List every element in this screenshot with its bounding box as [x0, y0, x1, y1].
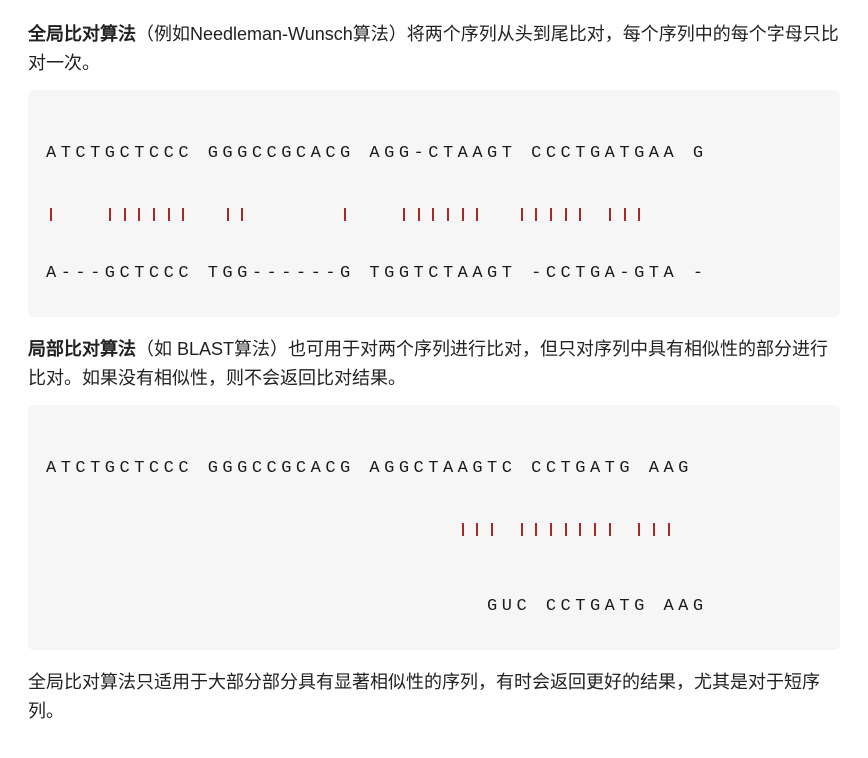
global-match-ticks [46, 208, 822, 222]
match-tick [182, 208, 184, 221]
local-desc-rest: （如 BLAST算法）也可用于对两个序列进行比对，但只对序列中具有相似性的部分进… [28, 339, 828, 388]
match-tick [521, 208, 523, 221]
match-tick [638, 523, 640, 536]
global-desc-rest: （例如Needleman-Wunsch算法）将两个序列从头到尾比对，每个序列中的… [28, 24, 839, 73]
match-tick [535, 208, 537, 221]
closing-paragraph: 全局比对算法只适用于大部分部分具有显著相似性的序列，有时会返回更好的结果，尤其是… [28, 668, 840, 726]
match-tick [668, 523, 670, 536]
local-desc-paragraph: 局部比对算法（如 BLAST算法）也可用于对两个序列进行比对，但只对序列中具有相… [28, 335, 840, 393]
match-tick [344, 208, 346, 221]
global-desc-bold: 全局比对算法 [28, 24, 136, 44]
match-tick [168, 208, 170, 221]
match-tick [432, 208, 434, 221]
match-tick [521, 523, 523, 536]
local-desc-bold: 局部比对算法 [28, 339, 136, 359]
match-tick [153, 208, 155, 221]
local-match-ticks [46, 523, 822, 537]
match-tick [50, 208, 52, 221]
match-tick [565, 523, 567, 536]
match-tick [609, 523, 611, 536]
match-tick [579, 523, 581, 536]
local-seq-bottom: GUC CCTGATG AAG [46, 597, 822, 617]
match-tick [609, 208, 611, 221]
match-tick [638, 208, 640, 221]
local-seq-top: ATCTGCTCCC GGGCCGCACG AGGCTAAGTC CCTGATG… [46, 459, 822, 479]
global-desc-paragraph: 全局比对算法（例如Needleman-Wunsch算法）将两个序列从头到尾比对，… [28, 20, 840, 78]
match-tick [491, 523, 493, 536]
match-tick [550, 523, 552, 536]
match-tick [594, 523, 596, 536]
match-tick [535, 523, 537, 536]
match-tick [403, 208, 405, 221]
match-tick [476, 208, 478, 221]
match-tick [476, 523, 478, 536]
match-tick [462, 523, 464, 536]
match-tick [565, 208, 567, 221]
local-alignment-block: ATCTGCTCCC GGGCCGCACG AGGCTAAGTC CCTGATG… [28, 405, 840, 651]
match-tick [138, 208, 140, 221]
match-tick [550, 208, 552, 221]
match-tick [227, 208, 229, 221]
global-seq-bottom: A---GCTCCC TGG------G TGGTCTAAGT -CCTGA-… [46, 264, 822, 284]
match-tick [124, 208, 126, 221]
match-tick [462, 208, 464, 221]
match-tick [579, 208, 581, 221]
match-tick [418, 208, 420, 221]
match-tick [109, 208, 111, 221]
match-tick [624, 208, 626, 221]
match-tick [653, 523, 655, 536]
global-seq-top: ATCTGCTCCC GGGCCGCACG AGG-CTAAGT CCCTGAT… [46, 144, 822, 164]
match-tick [447, 208, 449, 221]
match-tick [241, 208, 243, 221]
global-alignment-block: ATCTGCTCCC GGGCCGCACG AGG-CTAAGT CCCTGAT… [28, 90, 840, 318]
